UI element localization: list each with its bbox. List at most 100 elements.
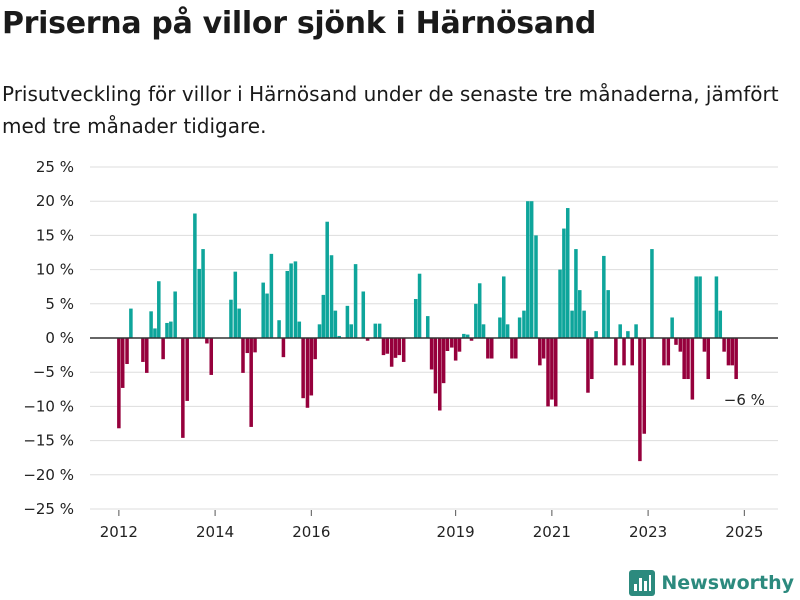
bar: [389, 338, 394, 367]
bar: [477, 283, 482, 338]
bar: [161, 338, 165, 360]
y-tick-label: −10 %: [23, 397, 74, 415]
bar: [538, 338, 542, 366]
y-tick-label: 20 %: [36, 192, 74, 210]
bar: [397, 338, 402, 356]
bar: [393, 338, 398, 358]
bar: [233, 271, 238, 338]
bar: [674, 338, 678, 345]
bar: [321, 294, 326, 338]
bar: [141, 338, 145, 362]
bar: [498, 317, 502, 338]
bar: [730, 338, 735, 366]
bar: [606, 290, 610, 338]
bar: [586, 338, 590, 393]
bar: [526, 201, 530, 338]
bar: [565, 208, 570, 338]
bar: [333, 310, 338, 338]
bar: [558, 269, 562, 338]
bar: [293, 261, 298, 338]
x-tick-label: 2023: [629, 523, 667, 541]
bar: [734, 338, 738, 380]
bar: [489, 338, 494, 359]
bar-chart-logo-icon: [629, 570, 656, 596]
bar: [353, 264, 358, 338]
bar: [241, 338, 245, 373]
bar: [718, 310, 723, 338]
bar: [237, 308, 241, 338]
x-tick-label: 2014: [196, 523, 234, 541]
bar: [120, 338, 125, 388]
last-value-label: −6 %: [724, 391, 765, 409]
bar: [670, 317, 674, 338]
bar: [261, 282, 265, 338]
bar: [481, 324, 486, 338]
bar: [650, 249, 654, 338]
bar: [157, 281, 161, 338]
bar: [377, 323, 382, 338]
bar: [682, 338, 686, 380]
brand-logo: Newsworthy: [629, 570, 794, 596]
bar: [638, 338, 642, 462]
bar: [590, 338, 594, 380]
bar: [614, 338, 618, 366]
bar: [289, 263, 293, 338]
bar: [149, 311, 153, 338]
bar: [642, 338, 647, 434]
bar: [249, 338, 253, 427]
bar: [349, 324, 354, 338]
bar: [550, 338, 554, 400]
y-tick-label: 5 %: [45, 295, 74, 313]
bar: [662, 338, 666, 366]
bar: [626, 331, 630, 338]
bar: [541, 338, 546, 359]
bar: [630, 338, 634, 366]
y-axis-ticks: 25 % 20 % 15 % 10 % 5 % 0 % −5 % −10 % −15 % −20 …: [23, 158, 74, 518]
bar: [546, 338, 550, 407]
bar: [337, 335, 341, 338]
bar: [305, 338, 310, 408]
bar: [277, 320, 281, 338]
chart-title: Priserna på villor sjönk i Härnösand: [2, 6, 597, 41]
bar: [501, 276, 506, 338]
x-tick-label: 2016: [292, 523, 330, 541]
bar: [117, 338, 121, 429]
bar: [185, 338, 189, 401]
x-tick-label: 2021: [533, 523, 571, 541]
bar: [297, 321, 302, 338]
bar: [714, 276, 719, 338]
bar: [678, 338, 683, 352]
y-tick-label: −20 %: [23, 466, 74, 484]
bar: [245, 338, 250, 354]
bar: [602, 255, 606, 338]
bar: [666, 338, 671, 366]
bar: [301, 338, 305, 399]
bar: [265, 293, 269, 338]
bar: [578, 290, 582, 338]
bar: [462, 333, 466, 338]
bar: [570, 310, 574, 338]
bar: [181, 338, 185, 438]
bar: [486, 338, 490, 359]
bar: [690, 338, 695, 400]
x-axis-ticks: 2012 2014 2016 2019 2021 2023 2025: [100, 510, 763, 541]
chart-subtitle: Prisutveckling för villor i Härnösand un…: [2, 82, 779, 138]
bar: [413, 299, 418, 338]
y-tick-label: 15 %: [36, 226, 74, 244]
bar: [534, 235, 538, 338]
y-tick-label: 25 %: [36, 158, 74, 176]
bar: [401, 338, 406, 362]
bar: [622, 338, 626, 366]
bar: [173, 291, 177, 338]
bar: [618, 324, 622, 338]
bar: [365, 338, 370, 341]
bar: [722, 338, 726, 352]
bar: [313, 338, 317, 360]
x-tick-label: 2025: [725, 523, 763, 541]
bar: [269, 253, 274, 338]
bar: [205, 338, 209, 344]
bar: [505, 324, 510, 338]
bar: [325, 221, 329, 338]
bar: [469, 338, 474, 341]
bar: [574, 249, 578, 338]
